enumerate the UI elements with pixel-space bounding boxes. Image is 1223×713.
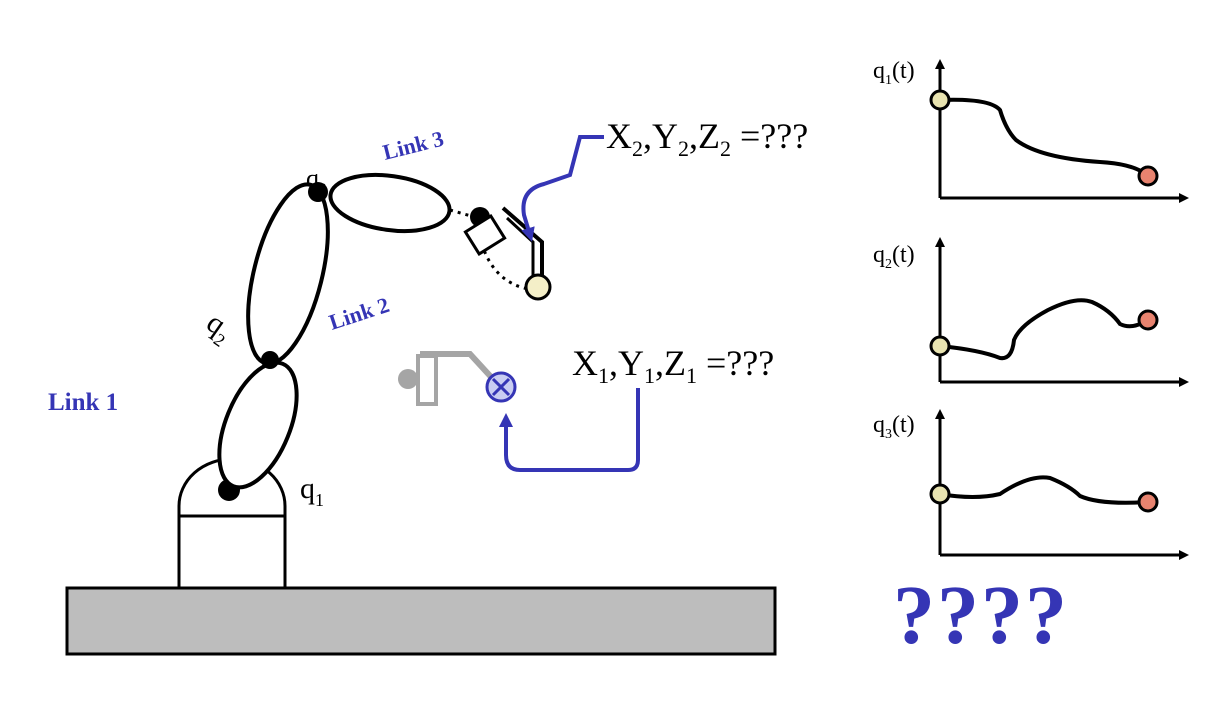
- plot-q3: q3(t): [873, 409, 1189, 560]
- joint-q3-label: q3: [306, 164, 327, 197]
- plot-q3-end: [1137, 491, 1159, 513]
- svg-text:X2,Y2,Z2 =???: X2,Y2,Z2 =???: [606, 116, 808, 161]
- plot-q1-end: [1137, 165, 1159, 187]
- link1-label: Link 1: [48, 389, 118, 416]
- svg-text:q1: q1: [300, 472, 324, 510]
- link2-label: Link 2: [326, 292, 392, 335]
- joint-q1-label: q1: [300, 472, 324, 510]
- joint-q2-dot: [261, 351, 279, 369]
- plot-q2-curve: [939, 298, 1150, 361]
- link3-ellipse: [328, 172, 452, 234]
- plot-q2: q2(t): [873, 237, 1189, 387]
- target-1-equation: X1,Y1,Z1 =???: [572, 343, 774, 388]
- plot-q1-label: q1(t): [873, 58, 915, 88]
- plot-q2-start: [929, 335, 951, 357]
- plot-q3-curve: [939, 475, 1149, 505]
- target-1-marker: [485, 371, 517, 403]
- blue-arrow-target-1: [499, 388, 640, 472]
- link1-ellipse: [217, 360, 299, 490]
- link2-ellipse: [246, 182, 330, 366]
- svg-text:q3: q3: [306, 164, 327, 197]
- plot-q1-curve: [939, 97, 1150, 178]
- plot-q2-end: [1137, 309, 1159, 331]
- svg-text:q2: q2: [198, 306, 239, 351]
- target-2-equation: X2,Y2,Z2 =???: [606, 116, 808, 161]
- ground-slab: [65, 586, 777, 656]
- plot-q1: q1(t): [873, 58, 1189, 203]
- plot-q3-label: q3(t): [873, 412, 915, 442]
- ghost-gripper: [398, 351, 495, 406]
- gripper: [463, 206, 552, 301]
- joint-q2-label: q2: [198, 306, 239, 351]
- plot-q1-start: [929, 89, 951, 111]
- link3-label: Link 3: [380, 126, 446, 165]
- plot-q3-start: [929, 483, 951, 505]
- joint-q3-dot: [308, 182, 328, 202]
- svg-text:X1,Y1,Z1 =???: X1,Y1,Z1 =???: [572, 343, 774, 388]
- end-effector-target-2: [524, 273, 552, 301]
- blue-arrow-target-2: [521, 135, 604, 242]
- plot-q2-label: q2(t): [873, 242, 915, 272]
- question-marks: ????: [893, 569, 1069, 662]
